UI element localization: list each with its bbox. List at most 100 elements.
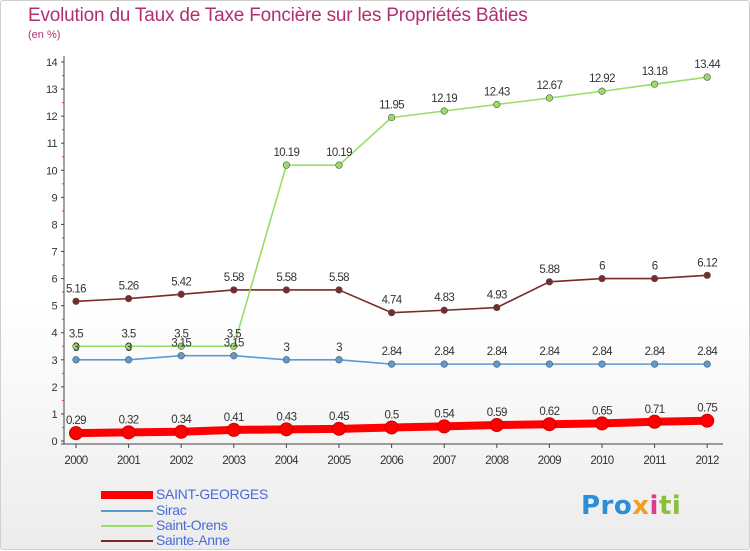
x-tick-label-2003: 2003 xyxy=(222,455,245,467)
data-point-sirac-2002 xyxy=(177,352,185,360)
data-point-saint-georges-2001 xyxy=(121,425,136,440)
data-point-sirac-2005 xyxy=(335,356,343,364)
legend-label-sirac: Sirac xyxy=(156,502,187,518)
data-label-sirac-2011: 2.84 xyxy=(645,346,666,358)
data-point-saint-orens-2002 xyxy=(177,342,185,350)
data-point-sainte-anne-2005 xyxy=(335,286,343,294)
legend-label-sainte-anne: Sainte-Anne xyxy=(156,532,230,548)
data-label-saint-orens-2007: 12.19 xyxy=(431,93,457,105)
data-label-saint-georges-2001: 0.32 xyxy=(119,414,139,426)
data-point-sirac-2008 xyxy=(493,360,501,368)
data-label-saint-georges-2010: 0.65 xyxy=(592,405,612,417)
data-label-sirac-2010: 2.84 xyxy=(592,346,613,358)
data-point-sainte-anne-2006 xyxy=(388,309,396,317)
logo-part-3: i xyxy=(649,491,659,521)
data-label-saint-orens-2010: 12.92 xyxy=(589,73,615,85)
data-label-saint-georges-2006: 0.5 xyxy=(385,409,399,421)
data-point-saint-orens-2011 xyxy=(650,80,659,88)
data-point-sirac-2006 xyxy=(388,360,396,368)
x-tick-label-2004: 2004 xyxy=(275,455,299,467)
data-label-sainte-anne-2000: 5.16 xyxy=(66,283,86,295)
data-label-saint-georges-2000: 0.29 xyxy=(66,415,86,427)
data-point-sirac-2009 xyxy=(545,360,554,368)
y-tick-label-2: 2 xyxy=(51,382,57,394)
y-tick-label-6: 6 xyxy=(51,274,57,286)
data-point-sainte-anne-2003 xyxy=(230,286,238,294)
legend-label-saint-georges: SAINT-GEORGES xyxy=(156,486,269,502)
data-point-sainte-anne-2009 xyxy=(545,278,554,286)
data-label-saint-georges-2005: 0.45 xyxy=(329,411,349,423)
data-label-sirac-2009: 2.84 xyxy=(539,346,560,358)
x-tick-label-2000: 2000 xyxy=(64,455,87,467)
data-point-sirac-2003 xyxy=(230,352,238,360)
data-label-sainte-anne-2005: 5.58 xyxy=(329,272,349,284)
data-point-sainte-anne-2004 xyxy=(282,286,291,294)
y-tick-label-14: 14 xyxy=(46,57,58,69)
chart-title: Evolution du Taux de Taxe Foncière sur l… xyxy=(28,5,528,26)
data-point-saint-georges-2010 xyxy=(595,416,609,431)
legend-label-saint-orens: Saint-Orens xyxy=(156,517,228,533)
x-tick-label-2012: 2012 xyxy=(696,455,719,467)
data-label-sirac-2001: 3 xyxy=(126,342,132,354)
proxiti-logo: Proxiti xyxy=(581,491,681,521)
data-label-sirac-2005: 3 xyxy=(336,342,342,354)
y-tick-label-13: 13 xyxy=(46,84,58,96)
x-tick-label-2008: 2008 xyxy=(485,455,508,467)
data-label-sirac-2007: 2.84 xyxy=(434,346,455,358)
data-label-sirac-2006: 2.84 xyxy=(382,346,403,358)
data-point-saint-georges-2006 xyxy=(384,420,399,435)
data-label-sirac-2004: 3 xyxy=(284,342,290,354)
legend-swatch-saint-orens xyxy=(101,525,153,527)
data-label-sainte-anne-2006: 4.74 xyxy=(382,295,403,307)
data-label-sirac-2000: 3 xyxy=(73,342,79,354)
data-point-saint-orens-2009 xyxy=(545,94,554,102)
data-point-saint-georges-2009 xyxy=(542,417,557,432)
data-label-sainte-anne-2003: 5.58 xyxy=(224,272,244,284)
data-label-sirac-2008: 2.84 xyxy=(487,346,508,358)
data-label-sainte-anne-2002: 5.42 xyxy=(171,276,191,288)
data-label-sainte-anne-2011: 6 xyxy=(652,261,658,273)
data-label-sainte-anne-2010: 6 xyxy=(599,261,605,273)
data-label-sirac-2003: 3.15 xyxy=(224,338,244,350)
data-label-sainte-anne-2009: 5.88 xyxy=(539,264,559,276)
data-label-saint-georges-2009: 0.62 xyxy=(539,406,559,418)
data-label-saint-orens-2012: 13.44 xyxy=(694,59,721,71)
x-tick-label-2011: 2011 xyxy=(643,455,666,467)
data-point-saint-georges-2011 xyxy=(647,414,662,429)
logo-part-4: ti xyxy=(658,491,682,521)
logo-part-1: Pro xyxy=(581,491,633,521)
y-tick-label-4: 4 xyxy=(51,328,57,340)
data-label-saint-orens-2004: 10.19 xyxy=(274,147,300,159)
data-point-saint-georges-2008 xyxy=(489,418,504,433)
data-point-sainte-anne-2002 xyxy=(177,290,185,298)
data-point-sirac-2004 xyxy=(282,356,291,364)
data-label-sainte-anne-2012: 6.12 xyxy=(697,257,717,269)
data-label-saint-georges-2011: 0.71 xyxy=(645,404,665,416)
x-tick-label-2005: 2005 xyxy=(327,455,350,467)
data-label-sainte-anne-2001: 5.26 xyxy=(119,281,139,293)
y-tick-label-5: 5 xyxy=(51,301,57,313)
data-label-saint-georges-2002: 0.34 xyxy=(171,414,192,426)
data-label-saint-orens-2006: 11.95 xyxy=(379,99,404,111)
legend-swatch-saint-georges xyxy=(101,491,153,499)
data-point-saint-orens-2008 xyxy=(493,100,501,109)
data-label-sirac-2002: 3.15 xyxy=(171,338,191,350)
data-point-sainte-anne-2011 xyxy=(650,274,659,283)
data-label-saint-georges-2012: 0.75 xyxy=(697,403,717,415)
data-label-saint-orens-2003: 3.5 xyxy=(227,328,241,340)
data-point-saint-georges-2005 xyxy=(332,421,346,436)
x-tick-label-2007: 2007 xyxy=(433,455,456,467)
x-tick-label-2010: 2010 xyxy=(590,455,613,467)
data-label-sainte-anne-2004: 5.58 xyxy=(276,272,296,284)
y-tick-label-10: 10 xyxy=(46,165,58,177)
x-tick-label-2009: 2009 xyxy=(538,455,561,467)
data-point-saint-georges-2004 xyxy=(279,422,294,437)
data-point-sirac-2010 xyxy=(598,360,606,368)
data-point-saint-orens-2010 xyxy=(598,87,606,95)
data-point-saint-orens-2003 xyxy=(230,342,238,350)
data-point-saint-orens-2006 xyxy=(388,113,396,122)
x-tick-label-2006: 2006 xyxy=(380,455,403,467)
data-point-saint-georges-2012 xyxy=(700,413,715,428)
